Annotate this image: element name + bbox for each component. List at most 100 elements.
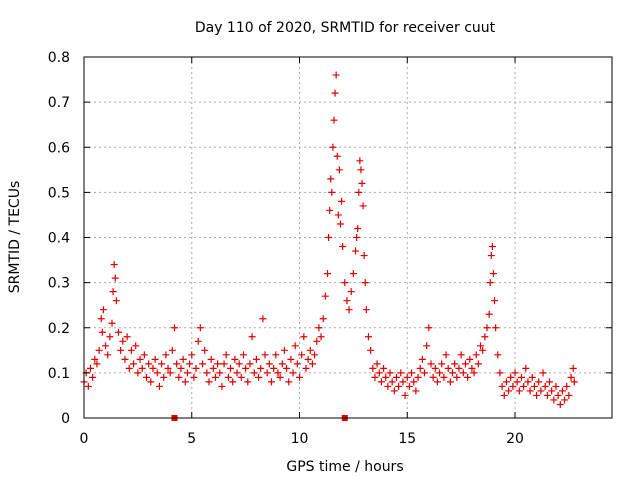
data-point bbox=[326, 206, 334, 214]
data-point bbox=[569, 364, 577, 372]
data-point bbox=[335, 166, 343, 174]
data-point bbox=[345, 306, 353, 314]
data-point bbox=[112, 297, 120, 305]
data-point bbox=[121, 355, 129, 363]
data-point bbox=[399, 378, 407, 386]
data-point bbox=[395, 382, 403, 390]
data-point bbox=[145, 360, 153, 368]
data-point bbox=[192, 364, 200, 372]
data-point bbox=[362, 306, 370, 314]
data-point bbox=[328, 188, 336, 196]
y-tick-label: 0.4 bbox=[48, 231, 70, 247]
data-point bbox=[386, 369, 394, 377]
data-point bbox=[171, 324, 179, 332]
data-point bbox=[354, 224, 362, 232]
axis-ticks: 0 0.1 0.2 0.3 0.4 0.5 0.6 0.7 0.8 0 5 10 15 20 bbox=[48, 50, 612, 447]
data-point bbox=[472, 351, 480, 359]
data-point bbox=[546, 378, 554, 386]
data-point bbox=[488, 243, 496, 251]
data-point bbox=[410, 378, 418, 386]
x-tick-label: 10 bbox=[291, 431, 309, 447]
data-point bbox=[194, 337, 202, 345]
data-point bbox=[502, 378, 510, 386]
x-tick-label: 5 bbox=[187, 431, 196, 447]
data-point bbox=[196, 324, 204, 332]
data-point bbox=[356, 157, 364, 165]
x-tick-label: 20 bbox=[506, 431, 524, 447]
data-point bbox=[86, 364, 94, 372]
data-point bbox=[293, 360, 301, 368]
data-point bbox=[265, 360, 273, 368]
data-point bbox=[509, 382, 517, 390]
data-point bbox=[201, 346, 209, 354]
data-point bbox=[543, 391, 551, 399]
data-point bbox=[287, 355, 295, 363]
data-point bbox=[209, 364, 217, 372]
data-point bbox=[449, 369, 457, 377]
data-point bbox=[109, 288, 117, 296]
data-point bbox=[110, 261, 118, 269]
data-point bbox=[520, 382, 528, 390]
data-point bbox=[308, 360, 316, 368]
data-point bbox=[123, 333, 131, 341]
data-point bbox=[242, 364, 250, 372]
data-point bbox=[214, 360, 222, 368]
data-point bbox=[524, 378, 532, 386]
data-point bbox=[359, 202, 367, 210]
data-point bbox=[470, 369, 478, 377]
data-point bbox=[361, 279, 369, 287]
data-point bbox=[272, 351, 280, 359]
data-point bbox=[255, 373, 263, 381]
y-tick-label: 0.5 bbox=[48, 185, 70, 201]
data-point bbox=[541, 382, 549, 390]
data-point bbox=[138, 364, 146, 372]
data-point bbox=[505, 387, 513, 395]
data-point bbox=[492, 324, 500, 332]
data-point bbox=[237, 373, 245, 381]
data-point bbox=[565, 391, 573, 399]
data-point bbox=[224, 373, 232, 381]
data-point bbox=[327, 175, 335, 183]
data-point bbox=[302, 364, 310, 372]
data-point bbox=[431, 364, 439, 372]
data-point bbox=[147, 378, 155, 386]
data-point bbox=[528, 373, 536, 381]
data-point bbox=[517, 373, 525, 381]
data-point bbox=[283, 364, 291, 372]
data-point bbox=[111, 274, 119, 282]
data-point bbox=[371, 373, 379, 381]
data-point bbox=[392, 373, 400, 381]
data-point bbox=[246, 360, 254, 368]
data-point bbox=[491, 297, 499, 305]
data-point bbox=[125, 364, 133, 372]
data-point bbox=[140, 351, 148, 359]
data-point bbox=[570, 378, 578, 386]
data-point bbox=[188, 351, 196, 359]
data-point bbox=[259, 315, 267, 323]
data-point bbox=[427, 360, 435, 368]
data-point bbox=[466, 355, 474, 363]
data-point bbox=[440, 373, 448, 381]
data-point bbox=[289, 369, 297, 377]
data-point bbox=[235, 360, 243, 368]
data-point bbox=[95, 346, 103, 354]
data-point bbox=[481, 333, 489, 341]
data-point bbox=[486, 279, 494, 287]
data-point bbox=[298, 351, 306, 359]
data-point bbox=[548, 387, 556, 395]
data-point bbox=[364, 333, 372, 341]
data-point bbox=[117, 346, 125, 354]
x-axis-label: GPS time / hours bbox=[286, 459, 403, 475]
data-point bbox=[367, 346, 375, 354]
data-point bbox=[98, 328, 106, 336]
y-tick-label: 0.7 bbox=[48, 95, 70, 111]
data-point bbox=[93, 360, 101, 368]
data-point bbox=[162, 351, 170, 359]
y-axis-label: SRMTID / TECUs bbox=[7, 181, 23, 294]
data-point bbox=[261, 351, 269, 359]
y-tick-label: 0.6 bbox=[48, 140, 70, 156]
data-point bbox=[257, 364, 265, 372]
data-point bbox=[136, 355, 144, 363]
